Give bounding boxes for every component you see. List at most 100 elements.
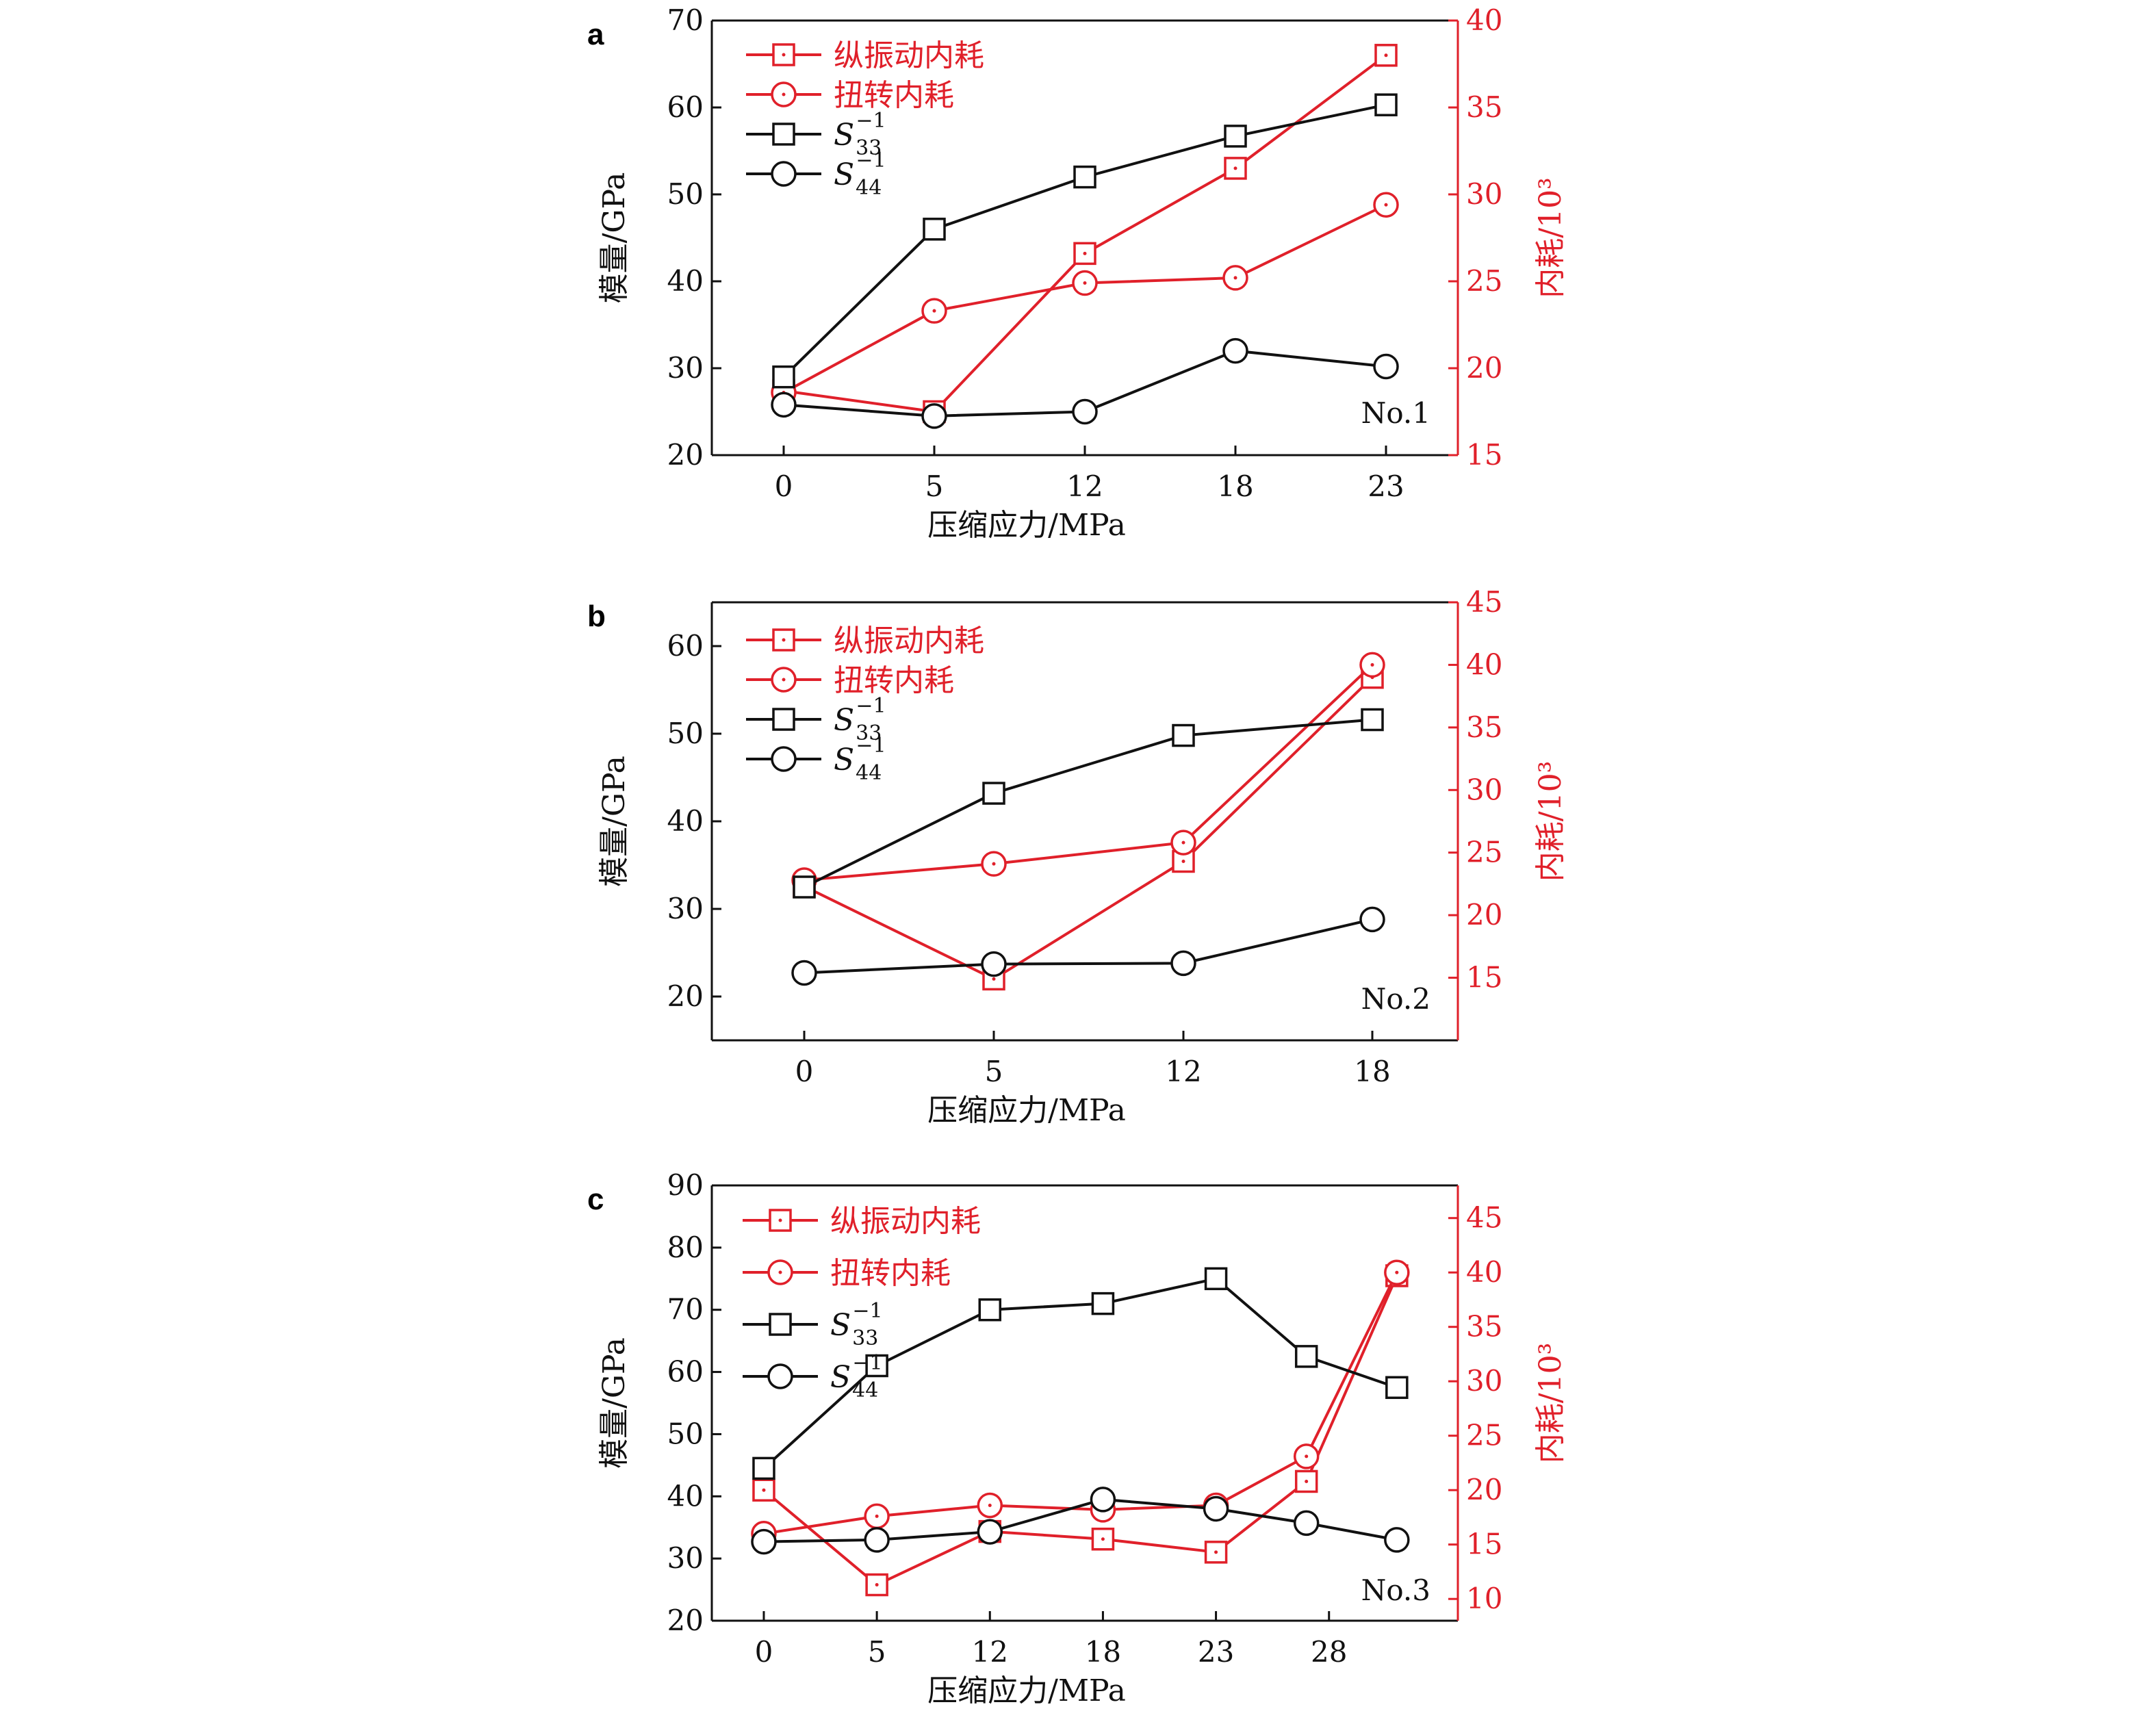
y-left-tick-label: 50 xyxy=(667,177,704,211)
legend-marker xyxy=(769,1313,792,1336)
x-tick-label: 23 xyxy=(1368,470,1404,503)
data-point xyxy=(1224,125,1247,148)
legend-label: 扭转内耗 xyxy=(834,78,954,113)
legend-marker xyxy=(772,708,795,731)
legend-label: 纵振动内耗 xyxy=(834,624,984,658)
x-tick-label: 23 xyxy=(1198,1635,1234,1669)
y-left-axis-title: 模量/GPa xyxy=(597,1337,632,1469)
y-left-axis-title: 模量/GPa xyxy=(597,756,632,887)
x-tick-label: 12 xyxy=(1066,470,1103,503)
legend-marker xyxy=(771,667,797,693)
legend-label: 扭转内耗 xyxy=(830,1256,951,1291)
data-point xyxy=(981,951,1007,977)
series-扭转内耗 xyxy=(771,192,1399,406)
y-right-tick-label: 35 xyxy=(1466,710,1502,744)
legend-label: 纵振动内耗 xyxy=(830,1204,981,1239)
legend-marker xyxy=(772,123,795,146)
y-right-axis-title: 内耗/10³ xyxy=(1533,1343,1568,1463)
data-point xyxy=(1293,1510,1320,1537)
y-right-tick-label: 25 xyxy=(1466,1419,1502,1452)
data-point xyxy=(1203,1495,1229,1522)
sample-label: No.3 xyxy=(1361,1573,1430,1607)
y-right-tick-label: 45 xyxy=(1466,585,1502,619)
y-left-tick-label: 60 xyxy=(667,629,704,663)
y-right-tick-label: 20 xyxy=(1466,351,1502,385)
data-point xyxy=(921,403,947,429)
x-tick-label: 0 xyxy=(775,470,793,503)
x-tick-label: 18 xyxy=(1354,1055,1390,1088)
data-point xyxy=(752,1456,775,1480)
series-纵振动内耗 xyxy=(752,1264,1409,1597)
data-point xyxy=(1172,723,1195,747)
data-point xyxy=(1072,398,1098,425)
legend-item: 扭转内耗 xyxy=(743,1256,951,1291)
panel-letter: a xyxy=(587,18,604,51)
y-right-tick-label: 35 xyxy=(1466,90,1502,124)
chart-panel-a: a 20 30 40 50 60 70 15 20 25 30 35 40 0 5 12 18 23 压缩应力/MP… xyxy=(587,3,1568,543)
x-tick-label: 0 xyxy=(755,1635,773,1669)
series-line xyxy=(783,203,1387,394)
data-point xyxy=(921,298,947,324)
y-left-tick-label: 70 xyxy=(667,3,704,37)
y-right-tick-label: 40 xyxy=(1466,647,1502,681)
data-point xyxy=(1359,906,1385,933)
legend-item: S33−1 xyxy=(743,1299,883,1350)
chart-panel-b: b 20 30 40 50 60 15 20 25 30 35 40 45 0 5 12 18 压缩应力/MPa 模… xyxy=(587,585,1568,1128)
legend-item: 扭转内耗 xyxy=(746,78,954,113)
y-right-tick-label: 30 xyxy=(1466,773,1502,806)
legend-marker xyxy=(769,1209,792,1232)
data-point xyxy=(791,960,817,986)
legend-item: 扭转内耗 xyxy=(746,663,954,698)
x-tick-label: 18 xyxy=(1085,1635,1121,1669)
y-right-axis-title: 内耗/10³ xyxy=(1533,177,1568,298)
data-point xyxy=(864,1503,890,1530)
data-point xyxy=(1293,1443,1320,1469)
legend-label: 扭转内耗 xyxy=(834,663,954,698)
legend-marker xyxy=(772,43,795,66)
y-right-tick-label: 35 xyxy=(1466,1310,1502,1344)
data-point xyxy=(751,1528,777,1555)
data-point xyxy=(1091,1292,1115,1315)
y-right-tick-label: 15 xyxy=(1466,438,1502,472)
y-left-tick-label: 20 xyxy=(667,979,704,1013)
legend-item: S33−1 xyxy=(746,109,886,160)
series-line xyxy=(804,918,1373,975)
data-point xyxy=(1204,1267,1228,1291)
data-point xyxy=(752,1478,775,1502)
series-S44-1 xyxy=(771,337,1399,429)
legend-item: 纵振动内耗 xyxy=(743,1204,981,1239)
y-right-tick-label: 45 xyxy=(1466,1201,1502,1235)
data-point xyxy=(978,1298,1002,1322)
data-point xyxy=(1091,1528,1115,1551)
data-point xyxy=(1170,830,1196,856)
legend-marker xyxy=(767,1363,793,1389)
series-S33-1 xyxy=(752,1267,1409,1480)
data-point xyxy=(1359,652,1385,678)
legend-label: S44−1 xyxy=(834,149,886,200)
legend-marker xyxy=(771,161,797,187)
y-right-tick-label: 15 xyxy=(1466,961,1502,994)
data-point xyxy=(771,391,797,418)
y-left-tick-label: 40 xyxy=(667,1479,704,1513)
x-axis-title: 压缩应力/MPa xyxy=(927,1093,1126,1128)
series-line xyxy=(804,718,1373,888)
y-left-tick-label: 70 xyxy=(667,1293,704,1326)
chart-panel-c: c 20 30 40 50 60 70 80 90 10 15 20 25 30 35 40 45 0 5 12 18 2… xyxy=(587,1168,1568,1708)
y-left-tick-label: 20 xyxy=(667,438,704,472)
x-tick-label: 5 xyxy=(925,470,944,503)
x-tick-label: 18 xyxy=(1217,470,1253,503)
y-right-tick-label: 25 xyxy=(1466,836,1502,869)
y-left-tick-label: 90 xyxy=(667,1168,704,1202)
y-left-tick-label: 80 xyxy=(667,1231,704,1264)
data-point xyxy=(1373,353,1399,380)
y-left-tick-label: 50 xyxy=(667,717,704,750)
series-S44-1 xyxy=(751,1487,1410,1555)
data-point xyxy=(977,1519,1003,1545)
legend-label: S44−1 xyxy=(830,1351,883,1402)
data-point xyxy=(982,782,1005,805)
data-point xyxy=(1361,708,1384,732)
y-right-axis-title: 内耗/10³ xyxy=(1533,761,1568,882)
